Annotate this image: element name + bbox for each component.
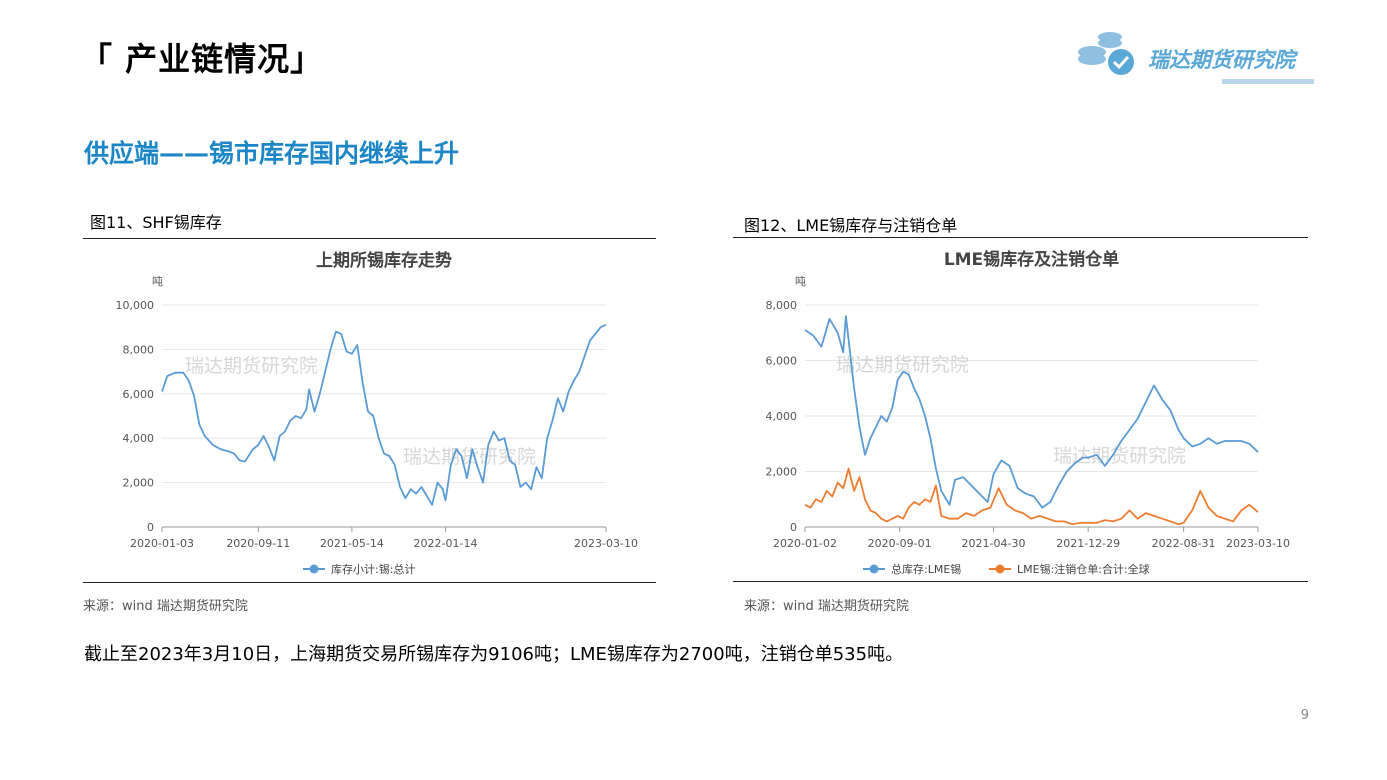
y-tick-label: 4,000 bbox=[766, 410, 798, 423]
logo-underline bbox=[1222, 79, 1314, 84]
y-tick-label: 10,000 bbox=[116, 299, 155, 312]
series-line bbox=[804, 315, 1259, 509]
legend-marker bbox=[309, 564, 319, 574]
x-tick-label: 2021-04-30 bbox=[962, 537, 1026, 550]
y-tick-label: 6,000 bbox=[766, 355, 798, 368]
legend-label: LME锡:注销仓单:合计:全球 bbox=[1017, 562, 1150, 576]
x-tick-label: 2021-12-29 bbox=[1056, 537, 1120, 550]
figure-source-shf: 来源：wind 瑞达期货研究院 bbox=[83, 599, 248, 614]
watermark: 瑞达期货研究院 bbox=[185, 355, 318, 377]
figure-source-lme: 来源：wind 瑞达期货研究院 bbox=[744, 599, 909, 614]
watermark: 瑞达期货研究院 bbox=[836, 354, 969, 376]
figure-caption-lme: 图12、LME锡库存与注销仓单 bbox=[744, 216, 958, 235]
x-tick-label: 2020-01-03 bbox=[130, 537, 194, 550]
figure-bottom-rule bbox=[733, 581, 1308, 582]
x-tick-label: 2023-03-10 bbox=[1226, 537, 1290, 550]
watermark: 瑞达期货研究院 bbox=[1053, 445, 1186, 467]
figure-top-rule bbox=[733, 237, 1308, 238]
y-tick-label: 4,000 bbox=[123, 432, 155, 445]
y-axis-unit: 吨 bbox=[152, 275, 163, 288]
logo bbox=[1076, 28, 1316, 86]
y-tick-label: 8,000 bbox=[123, 343, 155, 356]
page-number: 9 bbox=[1300, 708, 1309, 723]
figure-top-rule bbox=[83, 238, 656, 239]
summary-text: 截止至2023年3月10日，上海期货交易所锡库存为9106吨；LME锡库存为27… bbox=[84, 644, 904, 665]
page-title: 「 产业链情况」 bbox=[80, 40, 324, 78]
y-tick-label: 0 bbox=[147, 521, 154, 534]
chart-title: LME锡库存及注销仓单 bbox=[944, 249, 1119, 270]
chart-title: 上期所锡库存走势 bbox=[316, 250, 452, 271]
x-tick-label: 2020-09-01 bbox=[868, 537, 932, 550]
x-tick-label: 2023-03-10 bbox=[574, 537, 638, 550]
x-tick-label: 2021-05-14 bbox=[320, 537, 384, 550]
legend-marker bbox=[869, 564, 879, 574]
y-axis-unit: 吨 bbox=[795, 275, 806, 288]
series-line bbox=[161, 323, 607, 506]
y-tick-label: 0 bbox=[790, 521, 797, 534]
legend-label: 库存小计:锡:总计 bbox=[331, 562, 415, 576]
y-tick-label: 8,000 bbox=[766, 299, 798, 312]
x-tick-label: 2020-09-11 bbox=[226, 537, 290, 550]
legend-marker bbox=[995, 564, 1005, 574]
x-tick-label: 2020-01-02 bbox=[773, 537, 837, 550]
y-tick-label: 2,000 bbox=[766, 466, 798, 479]
coin-stack-icon bbox=[1078, 32, 1134, 75]
legend-label: 总库存:LME锡 bbox=[891, 562, 961, 576]
figure-bottom-rule bbox=[83, 582, 656, 583]
series-line bbox=[804, 467, 1259, 526]
y-tick-label: 2,000 bbox=[123, 477, 155, 490]
watermark: 瑞达期货研究院 bbox=[403, 446, 536, 468]
y-tick-label: 6,000 bbox=[123, 388, 155, 401]
section-subtitle: 供应端——锡市库存国内继续上升 bbox=[84, 139, 460, 168]
x-tick-label: 2022-01-14 bbox=[414, 537, 478, 550]
figure-caption-shf: 图11、SHF锡库存 bbox=[90, 213, 222, 232]
x-tick-label: 2022-08-31 bbox=[1152, 537, 1216, 550]
logo-text: 瑞达期货研究院 bbox=[1148, 48, 1295, 72]
